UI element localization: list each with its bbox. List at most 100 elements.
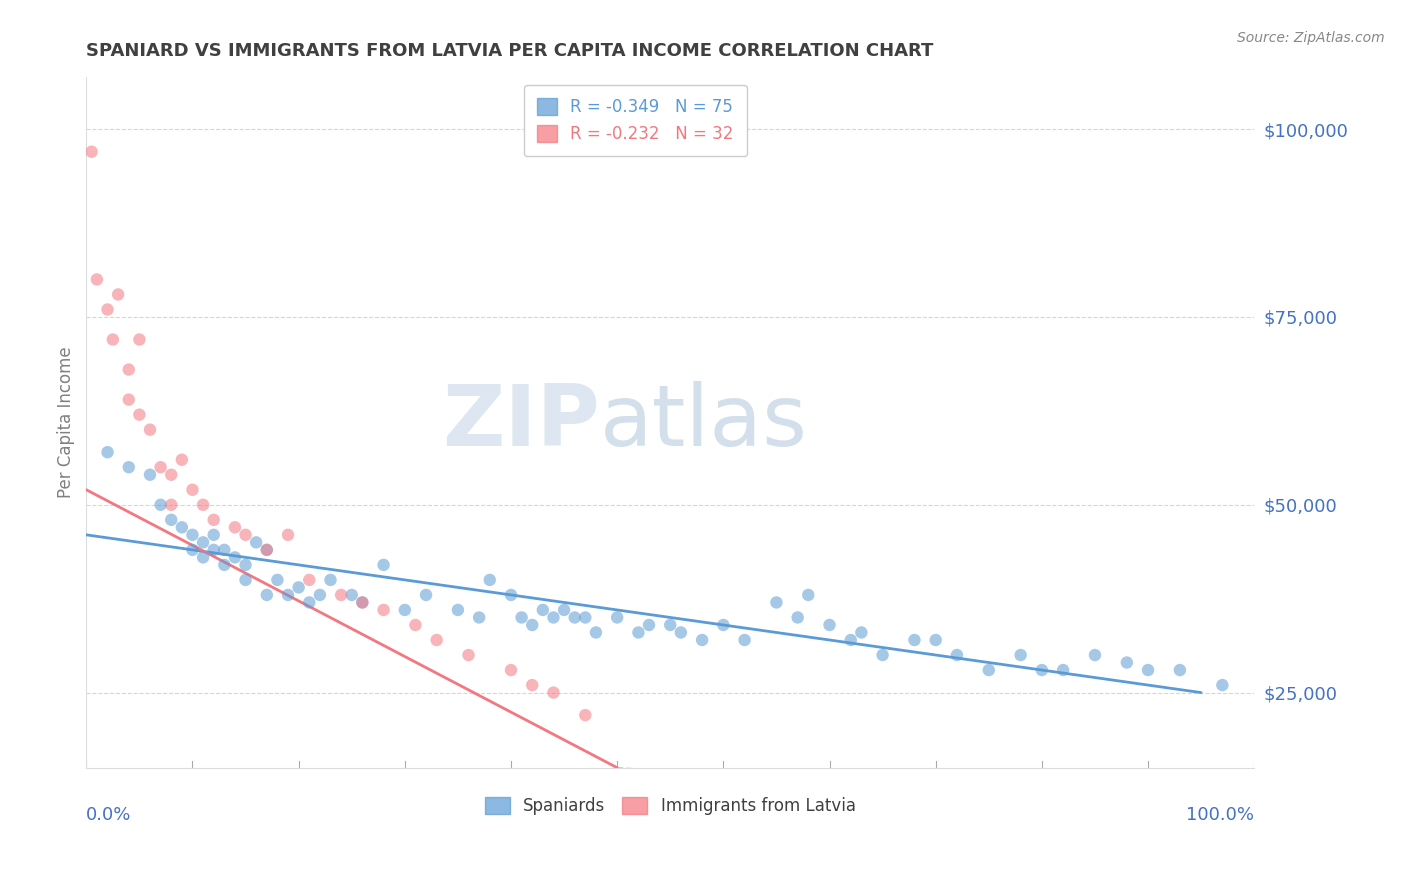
Point — [373, 603, 395, 617]
Point — [606, 610, 628, 624]
Point — [256, 588, 278, 602]
Point — [298, 595, 321, 609]
Point — [277, 528, 299, 542]
Point — [298, 573, 321, 587]
Point — [543, 685, 565, 699]
Text: 100.0%: 100.0% — [1187, 805, 1254, 823]
Point — [690, 632, 713, 647]
Point — [224, 550, 246, 565]
Point — [149, 498, 172, 512]
Point — [638, 618, 661, 632]
Point — [80, 145, 103, 159]
Point — [543, 610, 565, 624]
Point — [574, 708, 596, 723]
Point — [564, 610, 586, 624]
Point — [1137, 663, 1160, 677]
Point — [415, 588, 437, 602]
Point — [86, 272, 108, 286]
Point — [107, 287, 129, 301]
Point — [394, 603, 416, 617]
Point — [872, 648, 894, 662]
Point — [256, 542, 278, 557]
Point — [669, 625, 692, 640]
Point — [160, 467, 183, 482]
Point — [330, 588, 353, 602]
Text: SPANIARD VS IMMIGRANTS FROM LATVIA PER CAPITA INCOME CORRELATION CHART: SPANIARD VS IMMIGRANTS FROM LATVIA PER C… — [86, 42, 934, 60]
Point — [522, 618, 544, 632]
Point — [818, 618, 841, 632]
Point — [531, 603, 554, 617]
Point — [468, 610, 491, 624]
Legend: Spaniards, Immigrants from Latvia: Spaniards, Immigrants from Latvia — [478, 790, 862, 822]
Point — [149, 460, 172, 475]
Point — [235, 528, 257, 542]
Point — [170, 452, 193, 467]
Point — [659, 618, 682, 632]
Point — [1031, 663, 1053, 677]
Point — [202, 513, 225, 527]
Point — [266, 573, 288, 587]
Point — [235, 558, 257, 572]
Point — [404, 618, 426, 632]
Point — [734, 632, 756, 647]
Point — [946, 648, 969, 662]
Point — [903, 632, 925, 647]
Point — [522, 678, 544, 692]
Point — [851, 625, 873, 640]
Point — [711, 618, 734, 632]
Point — [839, 632, 862, 647]
Point — [1010, 648, 1032, 662]
Point — [319, 573, 342, 587]
Point — [118, 460, 141, 475]
Point — [287, 581, 309, 595]
Point — [170, 520, 193, 534]
Point — [245, 535, 267, 549]
Point — [352, 595, 374, 609]
Point — [1168, 663, 1191, 677]
Point — [574, 610, 596, 624]
Point — [96, 445, 118, 459]
Point — [128, 333, 150, 347]
Point — [457, 648, 479, 662]
Point — [786, 610, 808, 624]
Point — [160, 513, 183, 527]
Text: ZIP: ZIP — [443, 381, 600, 464]
Point — [553, 603, 575, 617]
Point — [1211, 678, 1233, 692]
Point — [235, 573, 257, 587]
Point — [1084, 648, 1107, 662]
Y-axis label: Per Capita Income: Per Capita Income — [58, 346, 75, 498]
Point — [118, 362, 141, 376]
Text: atlas: atlas — [600, 381, 808, 464]
Point — [765, 595, 787, 609]
Point — [340, 588, 363, 602]
Point — [1115, 656, 1137, 670]
Point — [627, 625, 650, 640]
Point — [1350, 648, 1372, 662]
Point — [191, 535, 214, 549]
Point — [214, 558, 236, 572]
Point — [309, 588, 332, 602]
Point — [224, 520, 246, 534]
Point — [373, 558, 395, 572]
Point — [925, 632, 948, 647]
Point — [139, 467, 162, 482]
Point — [96, 302, 118, 317]
Point — [499, 588, 522, 602]
Point — [256, 542, 278, 557]
Point — [139, 423, 162, 437]
Point — [181, 542, 204, 557]
Point — [118, 392, 141, 407]
Point — [128, 408, 150, 422]
Point — [478, 573, 501, 587]
Point — [181, 483, 204, 497]
Point — [101, 333, 124, 347]
Point — [977, 663, 1000, 677]
Point — [214, 542, 236, 557]
Point — [1052, 663, 1074, 677]
Point — [1264, 671, 1286, 685]
Point — [160, 498, 183, 512]
Point — [277, 588, 299, 602]
Text: 0.0%: 0.0% — [86, 805, 132, 823]
Point — [797, 588, 820, 602]
